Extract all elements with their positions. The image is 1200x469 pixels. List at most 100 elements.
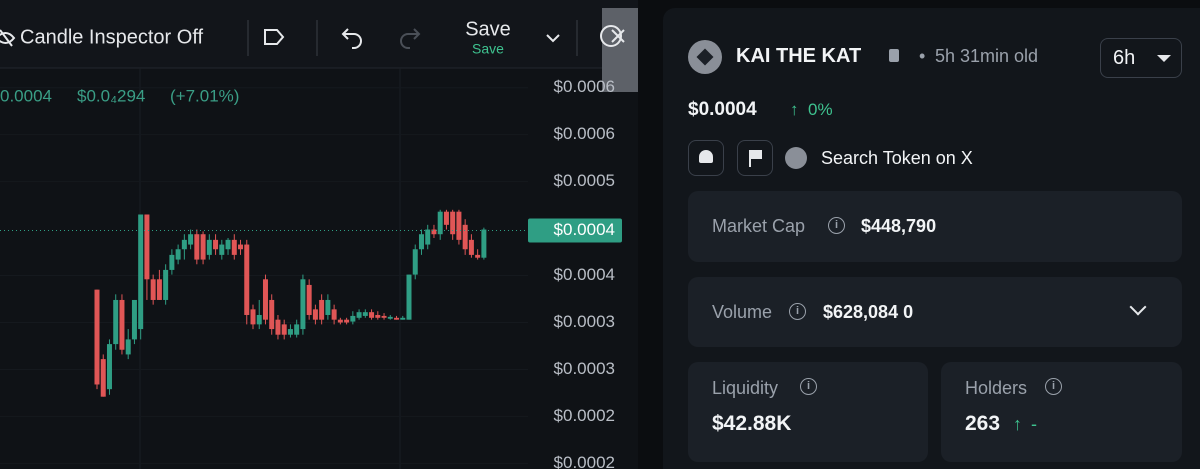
candle-body xyxy=(219,244,225,255)
candle-body xyxy=(225,239,231,250)
stat-value: $448,790 xyxy=(861,216,937,236)
candle-body xyxy=(387,316,393,319)
label-icon[interactable] xyxy=(264,29,285,45)
info-icon[interactable]: i xyxy=(1045,378,1062,395)
save-status: Save xyxy=(472,41,504,57)
eye-off-icon[interactable] xyxy=(0,29,16,47)
candle-body xyxy=(256,314,262,325)
candle-body xyxy=(275,319,281,335)
settings-icon[interactable] xyxy=(600,25,622,47)
current-price-label: $0.0004 xyxy=(554,220,615,239)
candle-body xyxy=(163,269,169,300)
holders-change-arrow: ↑ xyxy=(1013,414,1022,434)
info-icon[interactable]: i xyxy=(789,303,806,320)
candle-body xyxy=(412,249,418,275)
y-tick-label: $0.0002 xyxy=(554,453,615,469)
undo-button[interactable] xyxy=(341,28,362,49)
candle-body xyxy=(244,244,250,315)
candle-body xyxy=(194,234,200,260)
candle-inspector-toggle[interactable]: Candle Inspector Off xyxy=(20,26,204,48)
close-overlay xyxy=(602,8,638,92)
stat-value: $42.88K xyxy=(712,412,792,435)
candle-body xyxy=(362,312,368,316)
candle-body xyxy=(113,299,119,345)
alert-button[interactable] xyxy=(688,140,724,176)
holders-change: - xyxy=(1031,414,1037,434)
save-button[interactable]: Save xyxy=(465,18,511,40)
y-tick-label: $0.0003 xyxy=(554,312,615,331)
candle-body xyxy=(281,324,287,335)
candle-body xyxy=(425,229,431,245)
redo-button[interactable] xyxy=(400,28,421,49)
token-age: 5h 31min old xyxy=(935,46,1039,66)
candle-body xyxy=(375,314,381,318)
current-price-badge xyxy=(528,218,622,243)
expand-chevron[interactable] xyxy=(1129,298,1147,316)
candle-body xyxy=(287,329,293,335)
price-change: 0% xyxy=(808,100,833,119)
search-token-link[interactable]: Search Token on X xyxy=(821,148,973,168)
market-cap-card: Market Cap i $448,790 xyxy=(688,191,1182,262)
candle-body xyxy=(250,309,256,325)
candle-body xyxy=(106,344,112,390)
candle-body xyxy=(437,211,443,235)
candle-body xyxy=(400,317,406,320)
candle-body xyxy=(319,299,325,320)
candle-body xyxy=(169,254,175,270)
info-icon[interactable]: i xyxy=(828,217,845,234)
candle-body xyxy=(231,239,237,255)
y-tick-label: $0.0005 xyxy=(554,171,615,190)
candle-body xyxy=(181,239,187,250)
candle-body xyxy=(269,299,275,330)
candle-body xyxy=(125,339,131,355)
candle-body xyxy=(369,312,375,318)
candle-body xyxy=(150,279,156,300)
token-panel: KAI THE KAT • 5h 31min old 6h $0.0004 ↑ … xyxy=(663,8,1200,469)
token-name: KAI THE KAT xyxy=(736,45,862,67)
stat-value: $628,084 0 xyxy=(823,302,914,322)
ohlc-legend: $0.0₄294 xyxy=(77,86,145,105)
candle-body xyxy=(262,279,268,320)
ohlc-legend: 0.0004 xyxy=(0,86,52,105)
candle-body xyxy=(306,284,312,315)
candle-body xyxy=(138,214,144,330)
save-dropdown[interactable] xyxy=(546,34,560,43)
token-logo xyxy=(688,40,722,74)
timeframe: 6h xyxy=(1113,47,1136,69)
copy-button[interactable] xyxy=(889,49,899,62)
timeframe-select[interactable]: 6h xyxy=(1100,38,1182,78)
ohlc-legend: (+7.01%) xyxy=(170,86,239,105)
stat-label: Market Cap xyxy=(712,216,806,236)
candle-body xyxy=(100,359,106,397)
candle-body xyxy=(188,234,194,245)
stat-label: Holders xyxy=(965,378,1028,398)
search-x-icon[interactable] xyxy=(785,147,807,169)
candle-body xyxy=(481,229,487,258)
token-price: $0.0004 xyxy=(688,99,757,120)
candle-body xyxy=(331,309,337,320)
candle-body xyxy=(443,211,449,225)
candle-body xyxy=(238,244,244,250)
price-change-arrow: ↑ xyxy=(790,100,799,119)
candle-body xyxy=(119,299,125,350)
candle-body xyxy=(131,299,137,340)
stat-label: Volume xyxy=(712,302,773,322)
volume-card[interactable]: Volume i $628,084 0 xyxy=(688,277,1182,347)
candle-body xyxy=(325,299,331,315)
candle-body xyxy=(337,319,343,323)
age-dot: • xyxy=(919,46,926,66)
candle-body xyxy=(450,211,456,235)
candle-body xyxy=(175,249,181,260)
candle-body xyxy=(356,312,362,318)
candle-body xyxy=(394,317,400,320)
y-tick-label: $0.0002 xyxy=(554,406,615,425)
flag-button[interactable] xyxy=(737,140,773,176)
candle-body xyxy=(475,254,481,258)
info-icon[interactable]: i xyxy=(800,378,817,395)
close-button[interactable] xyxy=(611,29,625,43)
candle-body xyxy=(206,239,212,255)
candle-body xyxy=(312,309,318,320)
stat-label: Liquidity xyxy=(712,378,779,398)
candle-body xyxy=(300,279,306,330)
candle-body xyxy=(156,279,162,300)
